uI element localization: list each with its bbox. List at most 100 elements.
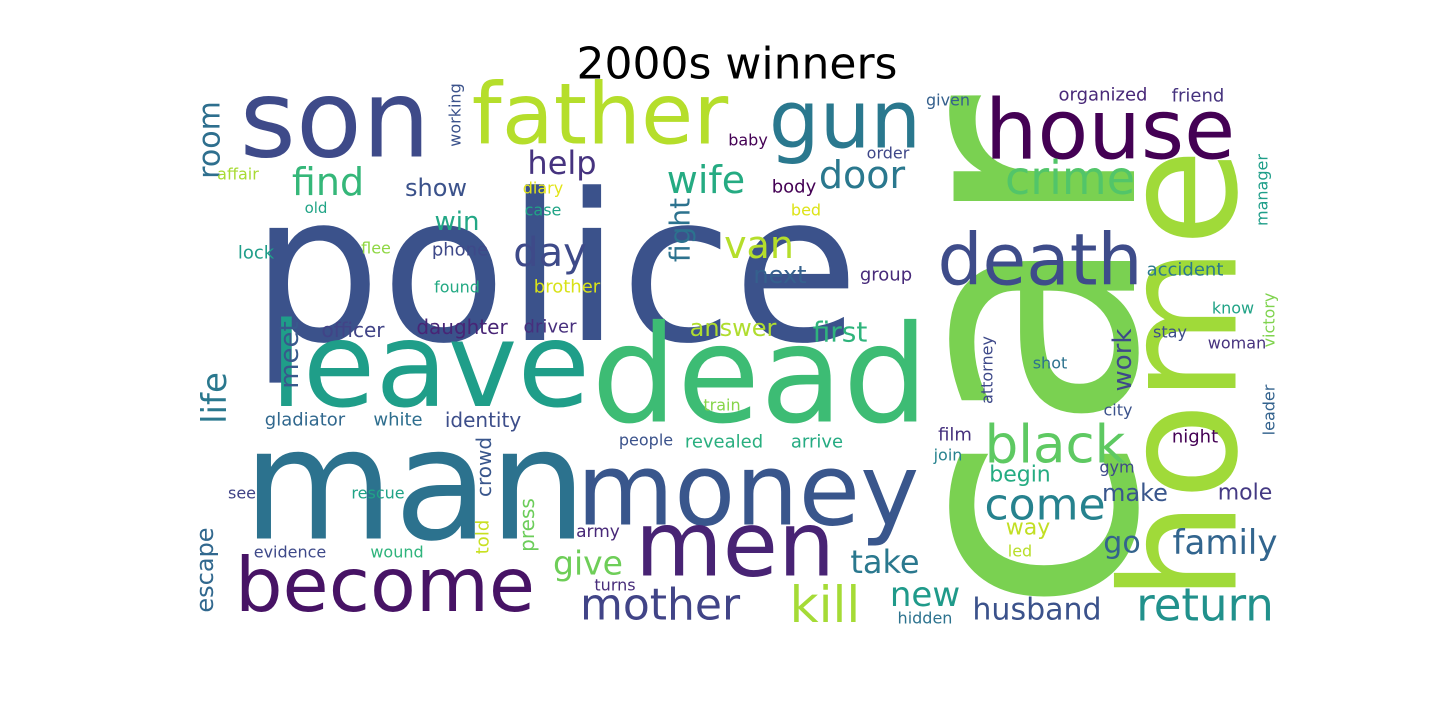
word: friend bbox=[1172, 86, 1225, 107]
word: flee bbox=[361, 239, 391, 258]
word: black bbox=[985, 415, 1126, 476]
word: mother bbox=[580, 580, 741, 631]
word: take bbox=[850, 543, 919, 581]
title: 2000s winners bbox=[577, 39, 898, 90]
word: gladiator bbox=[265, 410, 346, 431]
word: organized bbox=[1059, 85, 1148, 106]
word: found bbox=[434, 278, 480, 297]
word: son bbox=[240, 58, 431, 183]
word: police bbox=[251, 151, 859, 389]
word: shot bbox=[1033, 354, 1068, 373]
word: city bbox=[1104, 401, 1133, 420]
word: affair bbox=[217, 165, 259, 184]
word: new bbox=[890, 575, 960, 615]
word: turns bbox=[594, 576, 635, 595]
word: given bbox=[926, 91, 970, 110]
word: people bbox=[619, 431, 673, 450]
word: daughter bbox=[416, 315, 508, 339]
word: money bbox=[577, 432, 920, 549]
word: house bbox=[985, 82, 1235, 179]
word: door bbox=[819, 153, 906, 197]
word: return bbox=[1136, 579, 1274, 632]
word: hidden bbox=[898, 609, 953, 628]
word: find bbox=[292, 160, 364, 204]
word: meet bbox=[275, 321, 305, 389]
word: fight bbox=[664, 198, 697, 262]
word: kill bbox=[790, 576, 861, 634]
word: lock bbox=[238, 243, 275, 264]
word: press bbox=[515, 498, 539, 552]
word: case bbox=[525, 201, 562, 220]
word: family bbox=[1173, 523, 1278, 563]
word: white bbox=[373, 410, 422, 431]
word: evidence bbox=[254, 543, 327, 562]
word: told bbox=[473, 520, 494, 555]
word: men bbox=[635, 493, 835, 598]
word: gun bbox=[769, 74, 921, 167]
word: rescue bbox=[351, 484, 404, 503]
word: answer bbox=[690, 314, 777, 342]
word: leader bbox=[1260, 384, 1279, 435]
word: next bbox=[753, 261, 806, 289]
word: body bbox=[772, 177, 817, 198]
word: make bbox=[1102, 479, 1168, 507]
word: home bbox=[1087, 148, 1274, 602]
word: accident bbox=[1147, 260, 1224, 281]
word: bed bbox=[791, 201, 821, 220]
word: leave bbox=[270, 296, 590, 434]
word: working bbox=[446, 83, 465, 146]
word: dead bbox=[591, 297, 928, 454]
word: work bbox=[1108, 329, 1138, 392]
word: wife bbox=[667, 158, 745, 202]
word: come bbox=[984, 480, 1105, 531]
word: brother bbox=[534, 277, 601, 298]
word: know bbox=[1212, 299, 1254, 318]
word: revealed bbox=[685, 432, 763, 453]
word: first bbox=[813, 316, 868, 349]
word: night bbox=[1172, 427, 1218, 448]
word: begin bbox=[989, 463, 1051, 488]
word: stay bbox=[1153, 323, 1187, 342]
word: arrive bbox=[791, 432, 843, 453]
word: help bbox=[527, 144, 596, 182]
word: old bbox=[305, 199, 328, 217]
word: officer bbox=[321, 318, 385, 342]
word: man bbox=[243, 395, 587, 576]
word: see bbox=[228, 484, 256, 503]
word: train bbox=[703, 396, 740, 415]
word: escape bbox=[191, 527, 219, 612]
word: win bbox=[435, 207, 480, 237]
word: identity bbox=[445, 408, 521, 432]
word: diary bbox=[523, 179, 563, 198]
word: husband bbox=[972, 593, 1101, 628]
word: attorney bbox=[978, 336, 997, 404]
word: woman bbox=[1208, 334, 1266, 353]
word: gym bbox=[1099, 458, 1134, 477]
word: become bbox=[235, 541, 535, 629]
word: victory bbox=[1260, 293, 1279, 348]
word: death bbox=[937, 219, 1142, 302]
word: driver bbox=[524, 317, 578, 338]
word: mole bbox=[1218, 481, 1273, 506]
word: give bbox=[553, 544, 623, 583]
word: car bbox=[828, 92, 1212, 615]
word: film bbox=[938, 425, 972, 446]
word: way bbox=[1006, 516, 1051, 541]
word: father bbox=[472, 66, 729, 165]
word: phone bbox=[432, 240, 488, 261]
word: wound bbox=[370, 543, 423, 562]
word: day bbox=[513, 230, 587, 276]
word: led bbox=[1008, 542, 1032, 561]
word: join bbox=[933, 446, 963, 465]
word: life bbox=[195, 372, 235, 424]
word: order bbox=[867, 144, 910, 163]
word: show bbox=[405, 174, 467, 202]
word: manager bbox=[1253, 154, 1272, 226]
word: van bbox=[724, 223, 794, 267]
word: room bbox=[193, 101, 228, 179]
word: army bbox=[576, 522, 620, 542]
word: crime bbox=[1005, 151, 1135, 205]
word: baby bbox=[728, 131, 768, 150]
